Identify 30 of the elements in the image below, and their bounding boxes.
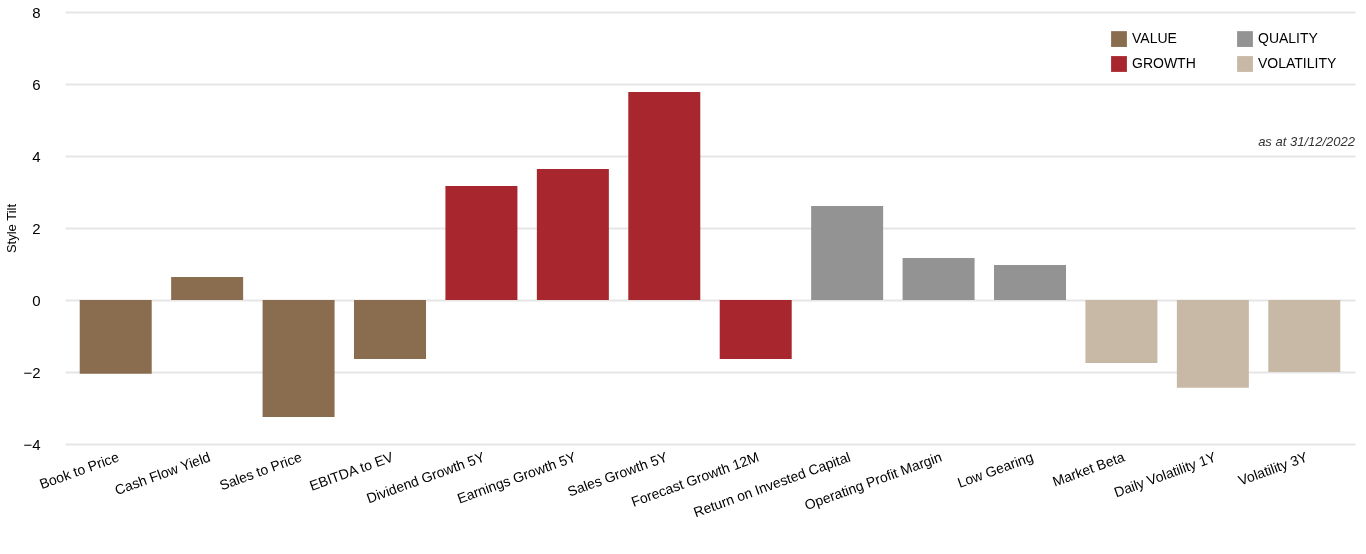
y-tick-label: 8	[32, 3, 41, 21]
bar	[354, 300, 426, 360]
bar	[536, 168, 609, 300]
bar	[811, 206, 884, 300]
x-tick-label: Sales to Price	[217, 448, 305, 494]
x-tick-label: Low Gearing	[955, 448, 1036, 491]
y-tick-label: 6	[32, 75, 41, 93]
annotation: as at 31/12/2022	[1258, 134, 1356, 149]
legend-label: GROWTH	[1132, 55, 1196, 71]
y-tick-label: −4	[23, 435, 41, 453]
legend-label: VOLATILITY	[1258, 55, 1337, 71]
bar	[994, 265, 1066, 300]
legend-label: VALUE	[1132, 30, 1177, 47]
bar	[1085, 300, 1158, 363]
y-tick-label: 2	[32, 219, 41, 237]
bar	[1268, 300, 1341, 372]
bar	[171, 276, 244, 300]
bar	[1176, 300, 1249, 388]
y-axis-title: Style Tilt	[4, 203, 20, 254]
y-tick-label: −2	[23, 363, 41, 381]
legend-label: QUALITY	[1258, 30, 1319, 47]
bar	[628, 91, 701, 300]
bar	[79, 300, 152, 374]
bar	[262, 300, 335, 417]
bar	[719, 300, 792, 360]
y-tick-label: 4	[32, 147, 41, 165]
bar	[445, 185, 518, 300]
bar	[902, 257, 975, 300]
x-tick-label: Volatility 3Y	[1236, 448, 1311, 489]
y-tick-label: 0	[32, 291, 41, 309]
